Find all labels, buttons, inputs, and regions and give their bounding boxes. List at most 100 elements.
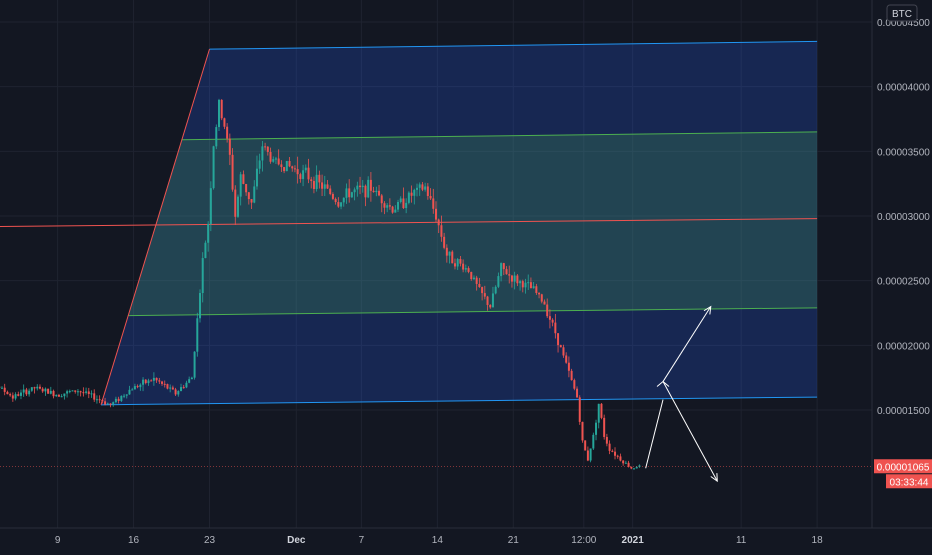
time-tick-label: 12:00 bbox=[571, 535, 596, 546]
candle-body bbox=[440, 225, 442, 237]
candle-body bbox=[245, 184, 247, 192]
candle-body bbox=[402, 198, 404, 208]
candle-body bbox=[145, 380, 147, 383]
candle-body bbox=[367, 180, 369, 197]
candle-body bbox=[313, 181, 315, 189]
candle-body bbox=[508, 274, 510, 275]
price-axis[interactable] bbox=[872, 0, 932, 528]
candle-body bbox=[484, 293, 486, 296]
candle-body bbox=[166, 384, 168, 388]
candle-body bbox=[17, 394, 19, 396]
candle-body bbox=[598, 404, 600, 423]
time-tick-label: 21 bbox=[508, 535, 520, 546]
candle-body bbox=[614, 452, 616, 456]
candle-body bbox=[587, 450, 589, 460]
candle-body bbox=[364, 186, 366, 198]
candle-body bbox=[36, 387, 38, 389]
candle-body bbox=[188, 379, 190, 383]
candle-body bbox=[584, 440, 586, 450]
candle-body bbox=[506, 269, 508, 274]
candle-body bbox=[226, 127, 228, 139]
candle-body bbox=[115, 399, 117, 402]
candle-body bbox=[310, 179, 312, 181]
candle-body bbox=[289, 161, 291, 166]
candle-body bbox=[568, 363, 570, 371]
candle-body bbox=[443, 237, 445, 248]
candle-body bbox=[538, 293, 540, 294]
candle-body bbox=[69, 391, 71, 392]
candle-body bbox=[326, 184, 328, 188]
candle-body bbox=[552, 320, 554, 323]
candle-body bbox=[636, 467, 638, 469]
candle-body bbox=[421, 184, 423, 189]
candle-body bbox=[47, 389, 49, 394]
current-price-value: 0.00001065 bbox=[877, 462, 930, 473]
candle-body bbox=[223, 118, 225, 126]
candle-body bbox=[61, 396, 63, 397]
time-axis[interactable] bbox=[0, 528, 932, 550]
candle-body bbox=[80, 391, 82, 392]
candle-body bbox=[12, 395, 14, 398]
candle-body bbox=[600, 404, 602, 418]
candle-body bbox=[560, 345, 562, 347]
candle-body bbox=[185, 383, 187, 388]
candle-body bbox=[571, 371, 573, 380]
candle-body bbox=[283, 167, 285, 171]
candle-body bbox=[468, 268, 470, 272]
candle-body bbox=[180, 387, 182, 391]
candle-body bbox=[554, 323, 556, 334]
candle-body bbox=[134, 386, 136, 389]
candle-body bbox=[430, 196, 432, 198]
candle-body bbox=[351, 192, 353, 197]
candle-body bbox=[120, 396, 122, 401]
candle-body bbox=[543, 302, 545, 305]
candle-body bbox=[256, 169, 258, 187]
candle-body bbox=[318, 175, 320, 183]
candle-body bbox=[232, 155, 234, 190]
candle-body bbox=[177, 391, 179, 394]
candle-body bbox=[4, 388, 6, 392]
candle-body bbox=[169, 388, 171, 389]
candle-body bbox=[253, 186, 255, 202]
candle-body bbox=[497, 276, 499, 287]
bar-countdown: 03:33:44 bbox=[890, 477, 929, 488]
candle-body bbox=[432, 198, 434, 208]
candle-body bbox=[606, 437, 608, 444]
channel-inner-fill bbox=[128, 132, 817, 316]
candle-body bbox=[359, 186, 361, 187]
candle-body bbox=[39, 387, 41, 389]
candle-body bbox=[381, 195, 383, 203]
candle-body bbox=[297, 169, 299, 174]
candle-body bbox=[416, 188, 418, 190]
candle-body bbox=[275, 159, 277, 160]
candle-body bbox=[93, 393, 95, 399]
candle-body bbox=[345, 188, 347, 197]
candle-body bbox=[340, 202, 342, 206]
candle-body bbox=[411, 193, 413, 196]
candle-body bbox=[405, 203, 407, 208]
candle-body bbox=[267, 147, 269, 152]
candle-body bbox=[259, 160, 261, 168]
candle-body bbox=[573, 380, 575, 389]
candle-body bbox=[104, 401, 106, 404]
candle-body bbox=[126, 394, 128, 395]
candle-body bbox=[270, 152, 272, 162]
time-tick-label: 2021 bbox=[622, 535, 645, 546]
candle-body bbox=[237, 197, 239, 217]
candle-body bbox=[109, 403, 111, 404]
candle-body bbox=[408, 193, 410, 203]
candle-body bbox=[213, 146, 215, 188]
candle-body bbox=[489, 305, 491, 307]
candle-body bbox=[619, 456, 621, 460]
candle-body bbox=[451, 252, 453, 264]
candle-body bbox=[1, 388, 3, 389]
candle-body bbox=[603, 418, 605, 437]
price-tick-label: 0.00003500 bbox=[877, 147, 930, 158]
candle-body bbox=[389, 205, 391, 206]
candle-body bbox=[519, 281, 521, 283]
candle-body bbox=[579, 397, 581, 422]
candle-body bbox=[251, 199, 253, 202]
candle-body bbox=[324, 184, 326, 188]
